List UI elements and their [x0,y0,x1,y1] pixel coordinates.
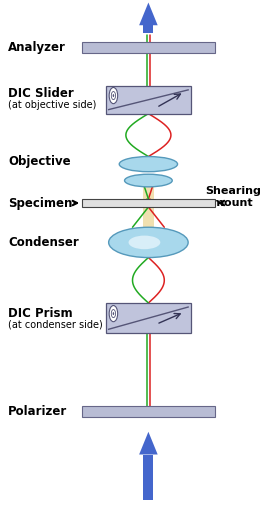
Text: Analyzer: Analyzer [8,41,66,54]
Text: Shearing
amount: Shearing amount [205,186,261,208]
Bar [106,86,191,114]
Text: (at condenser side): (at condenser side) [8,319,103,329]
Bar [106,303,191,333]
Polygon shape [139,3,158,25]
Text: (at objective side): (at objective side) [8,100,96,110]
Circle shape [113,312,114,315]
Bar [143,454,153,500]
Circle shape [109,87,118,104]
Ellipse shape [109,227,188,258]
Bar [82,199,215,207]
Ellipse shape [129,235,160,249]
Text: DIC Prism: DIC Prism [8,307,73,320]
Text: Condenser: Condenser [8,236,79,249]
Bar [143,182,154,232]
Text: Objective: Objective [8,155,70,168]
Text: Specimen: Specimen [8,196,72,210]
Bar [143,25,153,33]
Text: DIC Slider: DIC Slider [8,87,74,100]
Polygon shape [139,432,158,454]
Text: Polarizer: Polarizer [8,405,67,418]
Bar [82,42,215,53]
Circle shape [109,306,118,322]
Ellipse shape [125,174,172,187]
Ellipse shape [119,157,178,172]
Bar [82,406,215,417]
Circle shape [113,94,114,97]
